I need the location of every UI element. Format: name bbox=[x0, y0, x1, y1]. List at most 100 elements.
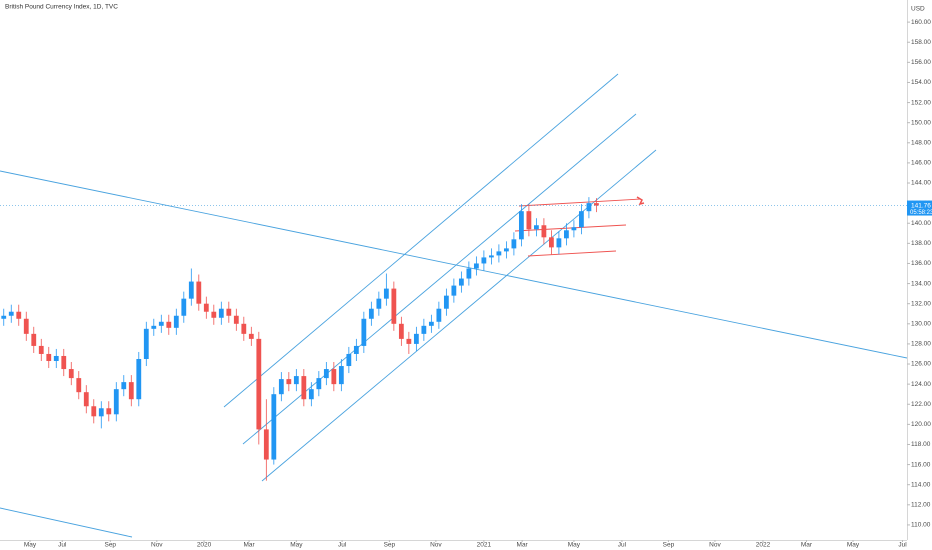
candle-body bbox=[421, 325, 427, 334]
candle-body bbox=[226, 308, 232, 316]
y-tick-label: 114.00 bbox=[911, 481, 931, 488]
candle-body bbox=[331, 369, 337, 385]
y-tick-label: 158.00 bbox=[911, 39, 931, 46]
red-channel-line bbox=[527, 250, 617, 257]
candle-body bbox=[61, 355, 67, 370]
candle-body bbox=[391, 288, 397, 324]
candle-body bbox=[68, 369, 74, 379]
candle-body bbox=[121, 382, 127, 390]
x-tick-label: May bbox=[847, 542, 860, 549]
y-tick-label: 150.00 bbox=[911, 119, 931, 126]
candle-body bbox=[263, 429, 269, 460]
candle-body bbox=[31, 333, 37, 346]
candle-body bbox=[38, 345, 44, 354]
candle-body bbox=[383, 288, 389, 299]
x-tick-label: 2021 bbox=[477, 542, 492, 549]
candle-body bbox=[293, 376, 299, 385]
channel-line bbox=[261, 149, 657, 482]
x-tick-label: Nov bbox=[151, 542, 163, 549]
x-tick-label: Jul bbox=[58, 542, 67, 549]
candle-body bbox=[278, 379, 284, 395]
y-tick-label: 154.00 bbox=[911, 79, 931, 86]
y-tick-label: 116.00 bbox=[911, 461, 931, 468]
x-tick-label: Jul bbox=[338, 542, 347, 549]
chart-title: British Pound Currency Index, 1D, TVC bbox=[5, 4, 118, 11]
candle-body bbox=[143, 328, 149, 359]
candle-body bbox=[549, 237, 554, 248]
candle-body bbox=[196, 281, 202, 304]
candle-body bbox=[203, 303, 209, 312]
candle-body bbox=[338, 366, 344, 385]
channel-line bbox=[242, 113, 637, 445]
y-tick-label: 120.00 bbox=[911, 421, 931, 428]
candle-body bbox=[83, 392, 89, 407]
candle-body bbox=[113, 389, 119, 415]
candle-body bbox=[526, 211, 532, 230]
candle-body bbox=[481, 257, 487, 264]
candle-body bbox=[496, 251, 502, 256]
candle-body bbox=[286, 379, 292, 385]
y-tick-label: 118.00 bbox=[911, 441, 931, 448]
candle-body bbox=[151, 325, 157, 329]
candle-body bbox=[188, 281, 194, 299]
last-price-label: 141.76 bbox=[911, 202, 931, 209]
candle-body bbox=[211, 311, 217, 318]
candle-body bbox=[218, 308, 224, 318]
red-channel-line bbox=[518, 198, 642, 207]
x-tick-label: Nov bbox=[709, 542, 721, 549]
candle-body bbox=[181, 298, 187, 316]
candle-body bbox=[556, 238, 562, 248]
candle-body bbox=[106, 408, 112, 415]
countdown-label: 05:58:23 bbox=[910, 210, 932, 216]
candle-body bbox=[158, 321, 164, 326]
candle-body bbox=[594, 203, 599, 206]
trend-line bbox=[0, 507, 133, 538]
candle-body bbox=[353, 345, 359, 354]
drawings bbox=[0, 73, 908, 538]
candle-body bbox=[473, 263, 479, 269]
y-tick-label: 128.00 bbox=[911, 341, 931, 348]
x-tick-label: Jul bbox=[898, 542, 907, 549]
candle-body bbox=[406, 338, 412, 344]
candle-body bbox=[488, 255, 494, 258]
x-tick-label: Sep bbox=[663, 542, 675, 549]
candle-body bbox=[436, 308, 442, 322]
candle-body bbox=[376, 298, 382, 309]
candle-body bbox=[248, 333, 254, 339]
x-tick-label: 2022 bbox=[756, 542, 771, 549]
candle-body bbox=[98, 408, 104, 417]
candle-body bbox=[128, 382, 134, 400]
candle-body bbox=[413, 333, 419, 344]
y-tick-label: 148.00 bbox=[911, 140, 931, 147]
candle-body bbox=[233, 315, 239, 324]
red-channel-line bbox=[514, 224, 627, 232]
candle-body bbox=[256, 338, 262, 430]
candle-body bbox=[533, 225, 539, 230]
currency: USD bbox=[911, 6, 925, 13]
candle-body bbox=[271, 394, 277, 460]
candle-body bbox=[398, 323, 404, 339]
x-tick-label: Sep bbox=[384, 542, 396, 549]
last-price-box bbox=[907, 200, 932, 216]
trend-line bbox=[0, 170, 908, 359]
candle-body bbox=[346, 353, 352, 367]
y-tick-label: 126.00 bbox=[911, 361, 931, 368]
x-tick-label: Nov bbox=[430, 542, 442, 549]
candle-body bbox=[451, 285, 457, 296]
candle-body bbox=[91, 406, 97, 417]
candle-body bbox=[443, 295, 449, 309]
x-tick-label: Mar bbox=[517, 542, 529, 549]
y-tick-label: 152.00 bbox=[911, 99, 931, 106]
y-tick-label: 110.00 bbox=[911, 522, 931, 529]
candle-body bbox=[173, 315, 179, 328]
candle-body bbox=[361, 318, 367, 346]
candle-body bbox=[136, 358, 142, 400]
candle-body bbox=[241, 323, 247, 334]
candle-body bbox=[1, 315, 7, 319]
candle-body bbox=[301, 376, 307, 400]
marker bbox=[636, 196, 645, 206]
candle-body bbox=[308, 389, 314, 400]
x-tick-label: May bbox=[290, 542, 303, 549]
candle-body bbox=[518, 211, 524, 240]
x-tick-label: May bbox=[568, 542, 581, 549]
